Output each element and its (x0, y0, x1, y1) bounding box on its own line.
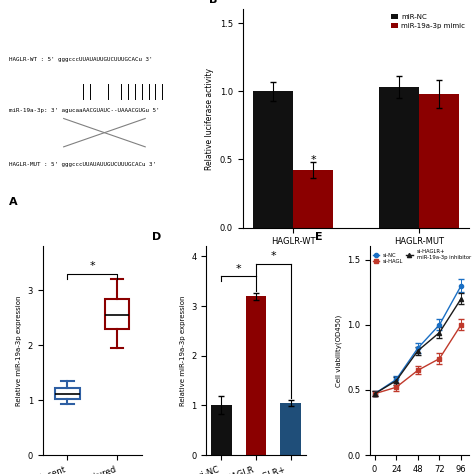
Bar (293, 170, 333, 228)
Text: B: B (209, 0, 217, 5)
Text: miR-19a-3p: 3' agucaaAACGUAUC--UAAACGUGu 5': miR-19a-3p: 3' agucaaAACGUAUC--UAAACGUGu… (9, 108, 160, 113)
Text: *: * (310, 155, 316, 165)
Bar (211, 405, 232, 455)
Text: *: * (271, 251, 276, 261)
Bar (253, 91, 293, 228)
Legend: miR-NC, miR-19a-3p mimic: miR-NC, miR-19a-3p mimic (389, 11, 468, 32)
Text: E: E (316, 232, 323, 242)
Text: *: * (236, 264, 241, 274)
Text: A: A (9, 197, 18, 207)
Y-axis label: Relative miR-19a-3p expression: Relative miR-19a-3p expression (180, 295, 186, 406)
Bar (246, 296, 266, 455)
Y-axis label: Cell viability(OD450): Cell viability(OD450) (335, 315, 342, 387)
Text: *: * (90, 261, 95, 271)
Bar (280, 403, 301, 455)
Legend: si-NC, si-HAGL, si-HAGLR+
miR-19a-3p inhibitor: si-NC, si-HAGL, si-HAGLR+ miR-19a-3p inh… (371, 247, 473, 266)
Y-axis label: Relative luciferase activity: Relative luciferase activity (205, 67, 214, 170)
Y-axis label: Relative miR-19a-3p expression: Relative miR-19a-3p expression (16, 295, 22, 406)
Bar (379, 87, 419, 228)
Text: HAGLR-WT : 5' gggcccUUAUAUUGUCUUUGCACu 3': HAGLR-WT : 5' gggcccUUAUAUUGUCUUUGCACu 3… (9, 57, 153, 63)
Text: HAGLR-MUT : 5' gggcccUUAUAUUGUCUUUGCACu 3': HAGLR-MUT : 5' gggcccUUAUAUUGUCUUUGCACu … (9, 162, 156, 167)
Text: D: D (152, 232, 161, 242)
Bar (419, 94, 459, 228)
